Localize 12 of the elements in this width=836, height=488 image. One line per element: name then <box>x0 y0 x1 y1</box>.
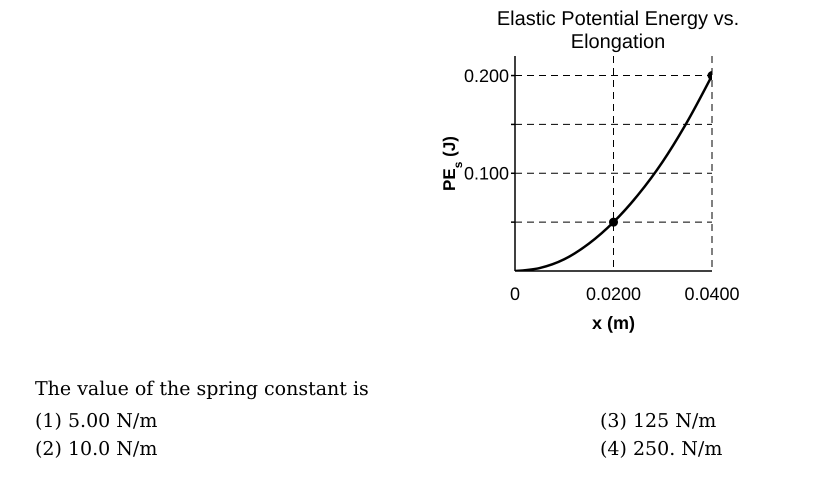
question-text: (3) 125 N/m <box>600 410 716 432</box>
x-tick-label: 0 <box>510 284 520 304</box>
question-text: (1) 5.00 N/m <box>35 410 158 432</box>
question-text: (4) 250. N/m <box>600 438 722 460</box>
question-text: The value of the spring constant is <box>35 378 369 400</box>
question-text: (2) 10.0 N/m <box>35 438 158 460</box>
x-tick-label: 0.0200 <box>586 284 642 304</box>
chart-title: Elastic Potential Energy vs. Elongation <box>496 8 740 54</box>
x-tick-label: 0.0400 <box>684 284 740 304</box>
y-tick-label: 0.200 <box>464 66 509 86</box>
x-axis-title: x (m) <box>592 313 636 333</box>
y-tick-label: 0.100 <box>464 164 509 184</box>
